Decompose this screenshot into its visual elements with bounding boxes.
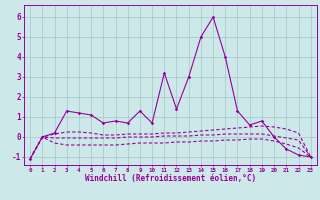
X-axis label: Windchill (Refroidissement éolien,°C): Windchill (Refroidissement éolien,°C) xyxy=(85,174,256,183)
